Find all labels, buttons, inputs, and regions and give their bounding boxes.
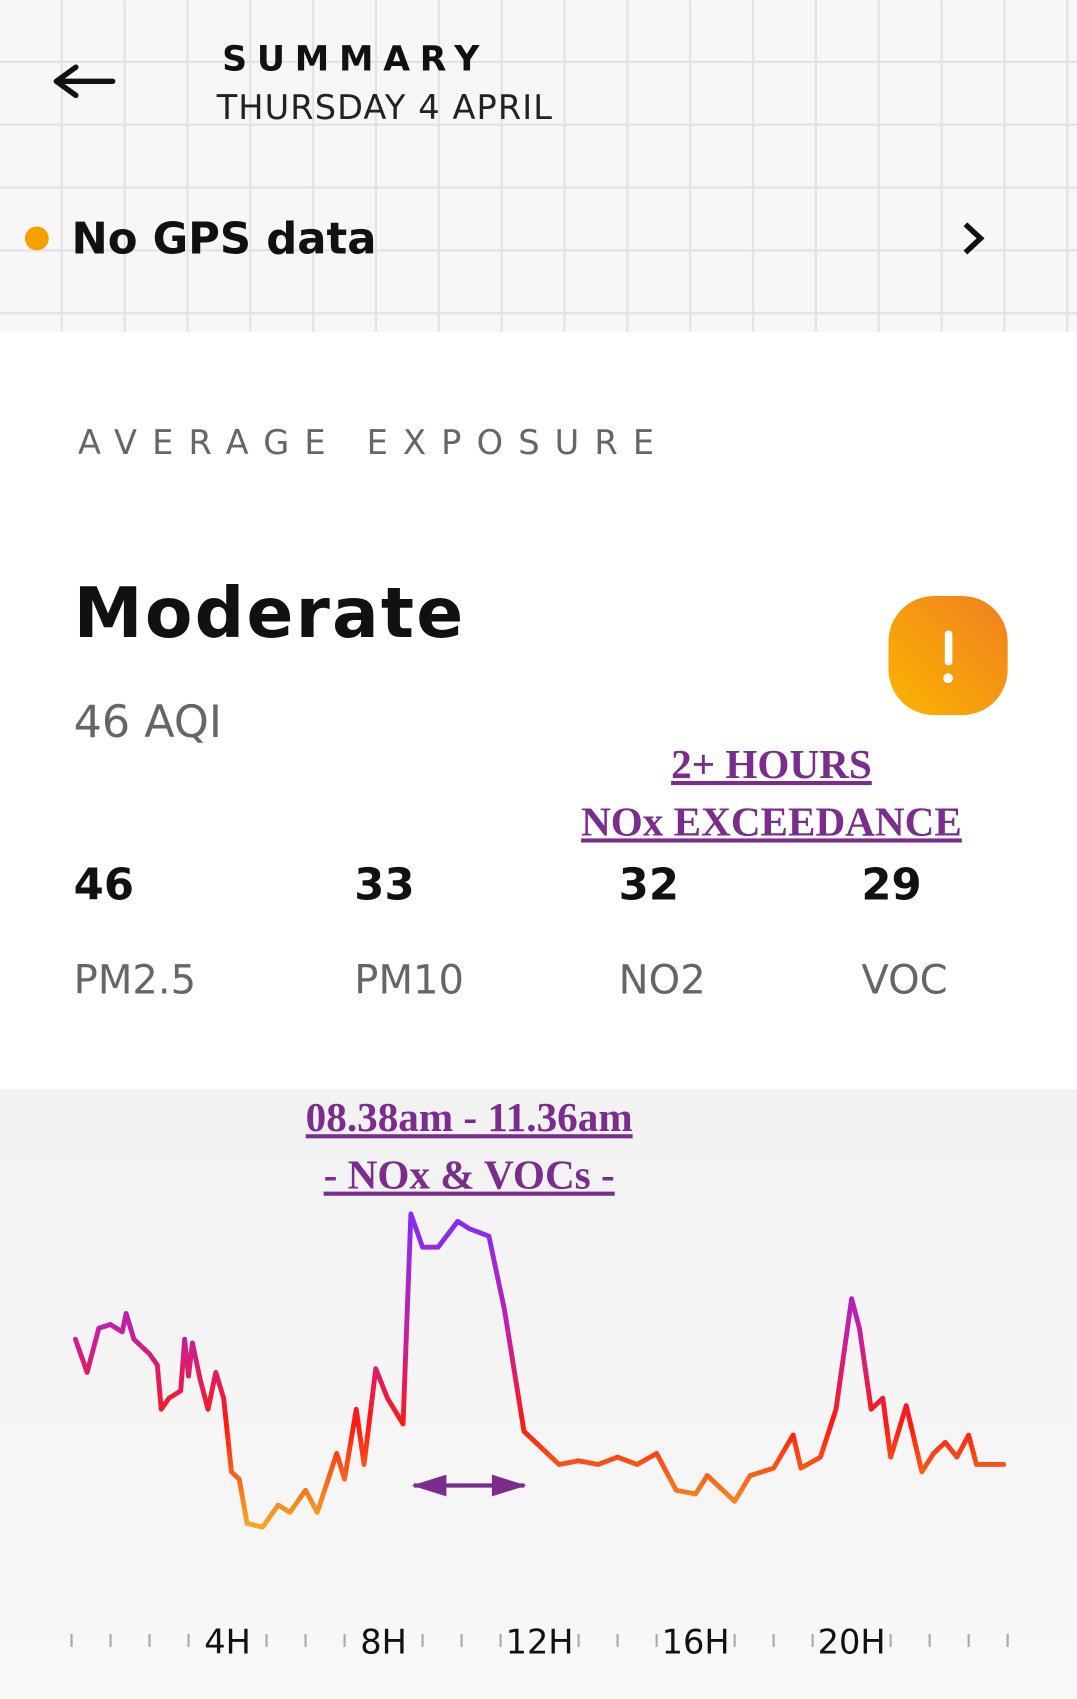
gps-chevron[interactable]	[963, 222, 985, 255]
x-tick-label: 8H	[360, 1622, 407, 1661]
page-date: THURSDAY 4 APRIL	[216, 88, 553, 127]
alert-icon	[944, 630, 953, 666]
pollutant-value: 46	[74, 860, 134, 910]
aqi-value: 46 AQI	[74, 697, 222, 748]
pollutant-value: 29	[861, 860, 921, 910]
x-tick-label: 20H	[818, 1622, 886, 1661]
annotation: NOx EXCEEDANCE	[581, 798, 962, 844]
pollutant-name: PM10	[354, 958, 464, 1004]
pollutant-value: 33	[354, 860, 414, 910]
pollutant-name: PM2.5	[74, 958, 197, 1004]
back-button[interactable]	[53, 64, 116, 99]
range-arrow-heads	[411, 1474, 527, 1497]
page-title: SUMMARY	[222, 39, 489, 79]
annotation: 08.38am - 11.36am	[306, 1094, 633, 1140]
x-tick-label: 4H	[204, 1622, 251, 1661]
annotation: - NOx & VOCs -	[324, 1152, 615, 1198]
x-tick-label: 12H	[506, 1622, 574, 1661]
alert-icon-dot	[943, 673, 953, 684]
annotation: 2+ HOURS	[671, 741, 872, 787]
gps-status[interactable]: No GPS data	[72, 215, 377, 265]
pollutant-name: VOC	[861, 958, 947, 1004]
exposure-line	[72, 1211, 1007, 1530]
pollutant-value: 32	[619, 860, 679, 910]
exposure-level: Moderate	[74, 574, 466, 654]
section-heading: AVERAGE EXPOSURE	[78, 423, 669, 462]
gps-status-dot	[24, 226, 49, 251]
pollutant-name: NO2	[619, 958, 706, 1004]
x-tick-label: 16H	[662, 1622, 730, 1661]
header-background	[0, 0, 1077, 332]
